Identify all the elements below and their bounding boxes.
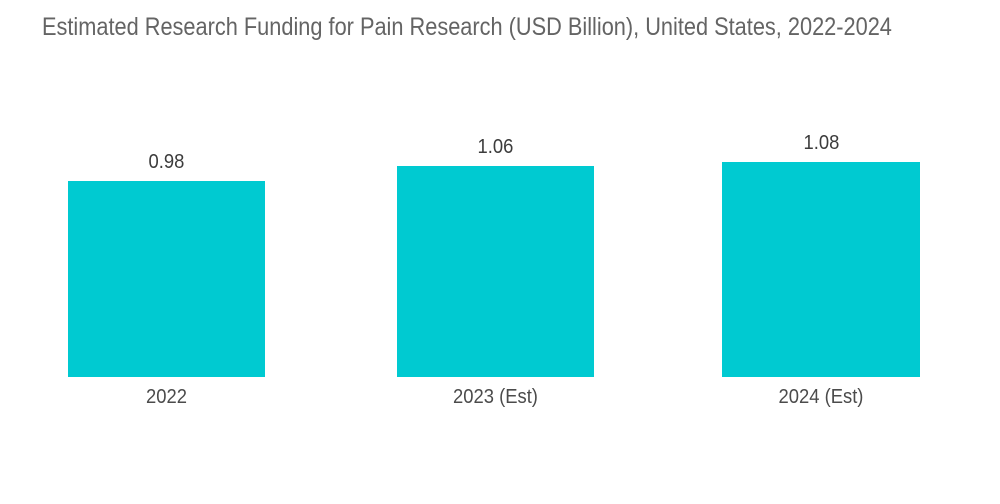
bar-2022	[68, 181, 265, 377]
bar-group-2024-est: 1.08 2024 (Est)	[722, 132, 920, 408]
bar-2024-est	[722, 162, 920, 377]
bar-category-label: 2024 (Est)	[778, 386, 864, 408]
bar-group-2022: 0.98 2022	[68, 151, 265, 408]
bar-value-label: 1.06	[477, 136, 514, 158]
chart-title: Estimated Research Funding for Pain Rese…	[42, 13, 892, 41]
bar-category-label: 2023 (Est)	[453, 386, 538, 408]
bar-value-label: 1.08	[803, 132, 839, 154]
bar-value-label: 0.98	[148, 151, 185, 173]
bar-category-label: 2022	[146, 386, 187, 408]
bar-group-2023-est: 1.06 2023 (Est)	[397, 136, 594, 408]
bar-2023-est	[397, 166, 594, 377]
